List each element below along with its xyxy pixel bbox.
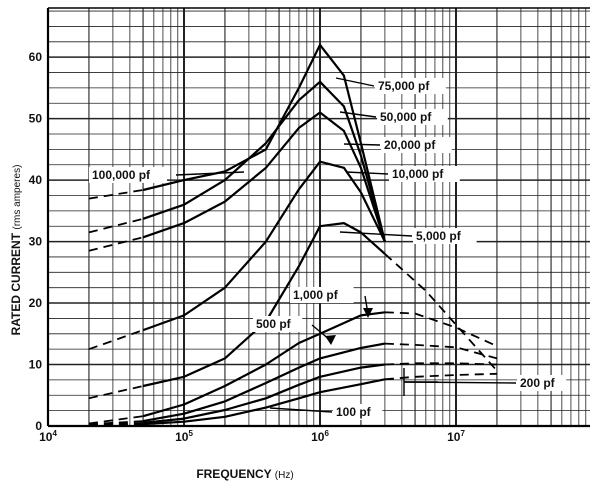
curve-extrapolated-high: [384, 342, 498, 360]
curve-label-leader: [269, 407, 333, 413]
curve-extrapolated-high: [384, 362, 497, 366]
y-tick-label: 30: [29, 235, 43, 249]
x-tick-label: 105: [175, 429, 193, 444]
curve-labels: 75,000 pf 50,000 pf 20,000 pf 10,000 pf 5,00…: [89, 78, 567, 420]
curve-label-leader: [339, 231, 413, 237]
y-tick-label: 10: [29, 358, 43, 372]
curve-label: 100 pf: [336, 405, 372, 419]
x-tick-label: 106: [311, 429, 329, 444]
curve-label: 75,000 pf: [378, 79, 430, 93]
curve-label-leader: [345, 171, 389, 175]
y-axis-title: RATED CURRENT (rms amperes): [9, 165, 23, 336]
curve-label: 200 pf: [520, 376, 556, 390]
curve-solid: [142, 160, 386, 332]
curve-label-bracket: [403, 368, 438, 396]
curve-label: 20,000 pf: [384, 138, 436, 152]
curve-solid: [142, 222, 386, 388]
curve-label-leader: [335, 77, 375, 87]
curve-solid: [142, 43, 386, 242]
curve-extrapolated-low: [88, 385, 144, 400]
curves: [88, 43, 498, 427]
curve-solid: [142, 111, 386, 242]
curve-extrapolated-low: [88, 329, 144, 351]
curve-extrapolated-low: [88, 422, 144, 426]
curve-extrapolated-high: [384, 372, 497, 381]
y-tick-label: 0: [35, 419, 42, 433]
curve-label-bg: [375, 78, 446, 94]
x-axis-title: FREQUENCY (Hz): [196, 467, 293, 481]
curve-label: 100,000 pf: [92, 168, 151, 182]
curve-label-leader: [339, 111, 377, 118]
label-leaders: [175, 77, 517, 413]
curve-label-bg: [333, 404, 383, 420]
curve-label: 10,000 pf: [392, 167, 444, 181]
curve-label-bg: [89, 167, 167, 183]
curve-label-bg: [377, 109, 448, 125]
curve-label: 500 pf: [256, 317, 292, 331]
curve-extrapolated-low: [88, 423, 144, 427]
curve-extrapolated-low: [88, 217, 144, 234]
tick-labels: 0 10 20 30 40 50 60 104 105 106 107: [29, 50, 466, 444]
x-tick-label: 107: [447, 429, 465, 444]
curve-solid: [142, 311, 386, 418]
curve-extrapolated-low: [88, 415, 144, 425]
curve-label-bg: [517, 375, 567, 391]
curve-solid: [142, 342, 386, 423]
curve-extrapolated-low: [88, 236, 144, 252]
curve-extrapolated-high: [384, 311, 498, 347]
y-tick-label: 60: [29, 50, 43, 64]
y-tick-label: 40: [29, 173, 43, 187]
curve-extrapolated-low: [88, 189, 144, 200]
x-tick-label: 104: [39, 429, 57, 444]
curve-label-bg: [413, 228, 477, 244]
grid: [46, 7, 590, 428]
curve-solid: [142, 363, 386, 424]
curve-solid: [142, 80, 386, 242]
curve-label-arrowhead: [325, 335, 336, 345]
curve-label-leader: [343, 143, 381, 146]
curve-label-bg: [389, 166, 460, 182]
curve-label: 50,000 pf: [380, 110, 432, 124]
curve-label-leader: [175, 171, 245, 176]
curve-solid: [143, 378, 386, 426]
curve-label-bg: [290, 287, 354, 303]
curve-label: 1,000 pf: [293, 288, 339, 302]
curve-label: 5,000 pf: [416, 229, 462, 243]
curve-extrapolated-high: [384, 253, 498, 372]
curve-extrapolated-low: [88, 420, 144, 426]
curve-label-bg: [253, 316, 303, 332]
curve-label-bg: [381, 137, 452, 153]
curve-label-arrowhead: [363, 308, 373, 318]
y-tick-label: 20: [29, 296, 43, 310]
y-tick-label: 50: [29, 112, 43, 126]
